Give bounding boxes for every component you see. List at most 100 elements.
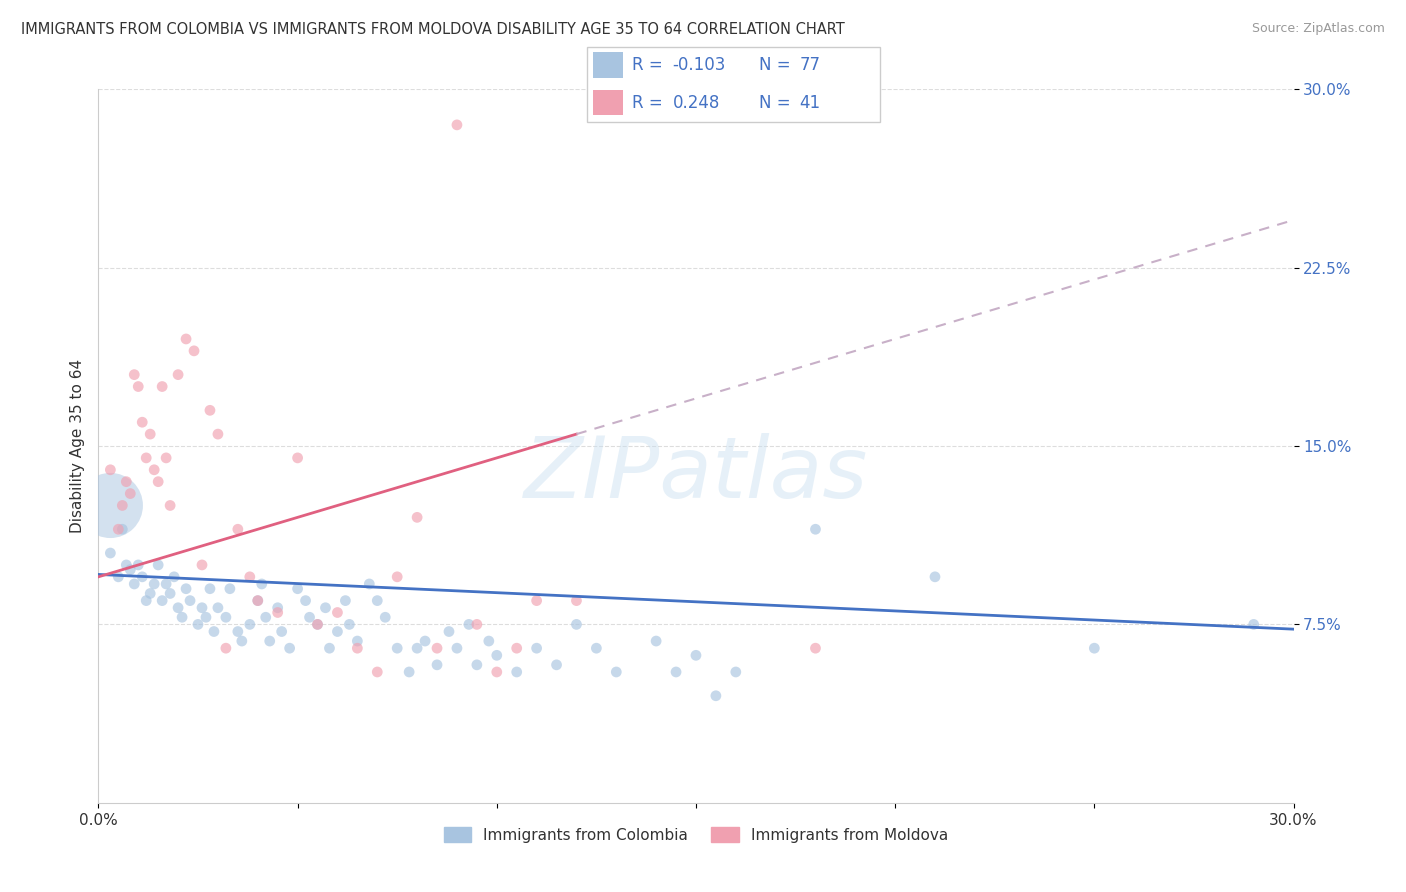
Text: N =: N = xyxy=(759,94,796,112)
Point xyxy=(506,665,529,679)
Point xyxy=(406,641,429,656)
Point xyxy=(98,463,122,477)
Point xyxy=(685,648,707,663)
Point xyxy=(135,593,157,607)
Point xyxy=(215,610,238,624)
Point xyxy=(107,522,129,536)
Text: IMMIGRANTS FROM COLOMBIA VS IMMIGRANTS FROM MOLDOVA DISABILITY AGE 35 TO 64 CORR: IMMIGRANTS FROM COLOMBIA VS IMMIGRANTS F… xyxy=(21,22,845,37)
Text: Source: ZipAtlas.com: Source: ZipAtlas.com xyxy=(1251,22,1385,36)
Point xyxy=(111,522,134,536)
Point xyxy=(124,577,146,591)
Point xyxy=(163,570,186,584)
Point xyxy=(195,610,218,624)
Point xyxy=(287,582,309,596)
Point xyxy=(315,600,337,615)
Point xyxy=(259,634,281,648)
Point xyxy=(246,593,269,607)
Point xyxy=(150,379,173,393)
Point xyxy=(346,634,368,648)
Point xyxy=(143,577,166,591)
Point xyxy=(413,634,436,648)
Point xyxy=(127,379,149,393)
Point xyxy=(446,118,468,132)
FancyBboxPatch shape xyxy=(586,47,880,121)
Point xyxy=(174,582,197,596)
Point xyxy=(270,624,292,639)
Point xyxy=(155,450,177,465)
Point xyxy=(198,582,221,596)
Point xyxy=(294,593,316,607)
Point xyxy=(148,475,170,489)
Point xyxy=(172,610,194,624)
Point xyxy=(526,641,548,656)
Point xyxy=(665,665,688,679)
Point xyxy=(645,634,668,648)
Point xyxy=(359,577,381,591)
Point xyxy=(215,641,238,656)
Point xyxy=(226,522,249,536)
Point xyxy=(120,563,142,577)
Point xyxy=(307,617,329,632)
Point xyxy=(239,570,262,584)
Point xyxy=(267,606,290,620)
Point xyxy=(191,558,214,572)
Point xyxy=(287,450,309,465)
Point xyxy=(167,600,190,615)
Point xyxy=(131,415,153,429)
Text: 0.248: 0.248 xyxy=(672,94,720,112)
Point xyxy=(107,570,129,584)
Point xyxy=(246,593,269,607)
Point xyxy=(191,600,214,615)
Point xyxy=(219,582,242,596)
Point xyxy=(485,648,508,663)
Y-axis label: Disability Age 35 to 64: Disability Age 35 to 64 xyxy=(69,359,84,533)
Point xyxy=(207,600,229,615)
Point xyxy=(506,641,529,656)
Point xyxy=(426,657,449,672)
Point xyxy=(139,586,162,600)
Point xyxy=(804,522,827,536)
Point xyxy=(207,427,229,442)
Point xyxy=(254,610,277,624)
Point xyxy=(98,546,122,560)
Point xyxy=(131,570,153,584)
Point xyxy=(159,586,181,600)
Bar xyxy=(592,90,623,115)
Point xyxy=(250,577,273,591)
Point xyxy=(526,593,548,607)
Point xyxy=(924,570,946,584)
Legend: Immigrants from Colombia, Immigrants from Moldova: Immigrants from Colombia, Immigrants fro… xyxy=(437,821,955,848)
Point xyxy=(111,499,134,513)
Point xyxy=(326,624,349,639)
Point xyxy=(804,641,827,656)
Point xyxy=(198,403,221,417)
Point xyxy=(318,641,340,656)
Point xyxy=(335,593,357,607)
Point xyxy=(202,624,225,639)
Point xyxy=(724,665,747,679)
Point xyxy=(159,499,181,513)
Point xyxy=(183,343,205,358)
Point xyxy=(478,634,501,648)
Text: -0.103: -0.103 xyxy=(672,56,725,74)
Point xyxy=(704,689,727,703)
Point xyxy=(426,641,449,656)
Point xyxy=(98,499,122,513)
Point xyxy=(179,593,201,607)
Point xyxy=(398,665,420,679)
Point xyxy=(585,641,607,656)
Point xyxy=(339,617,361,632)
Text: ZIPatlas: ZIPatlas xyxy=(524,433,868,516)
Point xyxy=(239,617,262,632)
Point xyxy=(298,610,321,624)
Point xyxy=(374,610,396,624)
Text: R =: R = xyxy=(631,56,668,74)
Point xyxy=(346,641,368,656)
Point xyxy=(155,577,177,591)
Point xyxy=(385,570,409,584)
Point xyxy=(187,617,209,632)
Point xyxy=(226,624,249,639)
Point xyxy=(565,593,588,607)
Point xyxy=(115,558,138,572)
Point xyxy=(465,657,488,672)
